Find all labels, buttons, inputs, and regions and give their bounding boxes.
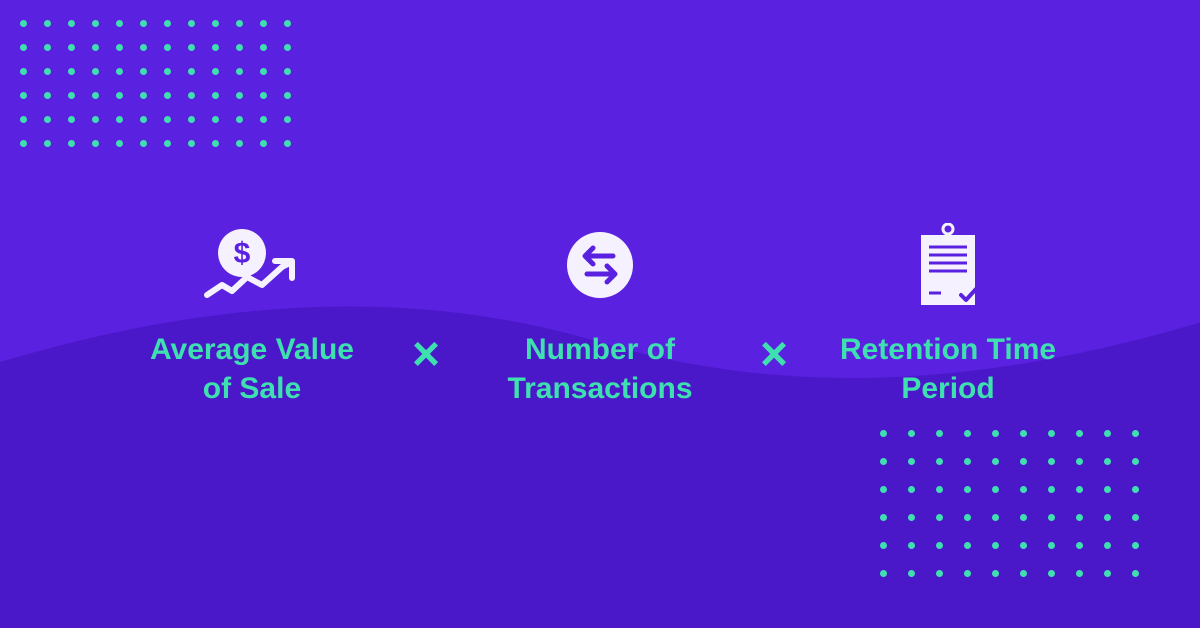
formula-row: $ Average Value of Sale × Number of Tran… bbox=[0, 220, 1200, 408]
formula-item-retention: Retention Time Period bbox=[818, 220, 1078, 408]
label-line-2: Transactions bbox=[507, 372, 692, 405]
multiply-operator: × bbox=[760, 327, 788, 382]
label-line-2: Period bbox=[901, 372, 994, 405]
label-line-1: Average Value bbox=[150, 333, 354, 366]
formula-label: Number of Transactions bbox=[507, 330, 692, 408]
formula-item-transactions: Number of Transactions bbox=[470, 220, 730, 408]
svg-text:$: $ bbox=[234, 237, 251, 270]
label-line-1: Retention Time bbox=[840, 333, 1056, 366]
formula-label: Average Value of Sale bbox=[150, 330, 354, 408]
dots-top-left bbox=[20, 20, 308, 164]
label-line-1: Number of bbox=[525, 333, 675, 366]
formula-label: Retention Time Period bbox=[840, 330, 1056, 408]
dollar-growth-icon: $ bbox=[197, 220, 307, 310]
formula-item-average-value: $ Average Value of Sale bbox=[122, 220, 382, 408]
dots-bottom-right bbox=[880, 430, 1160, 598]
document-icon bbox=[913, 220, 983, 310]
label-line-2: of Sale bbox=[203, 372, 301, 405]
multiply-operator: × bbox=[412, 327, 440, 382]
transfer-arrows-icon bbox=[565, 220, 635, 310]
